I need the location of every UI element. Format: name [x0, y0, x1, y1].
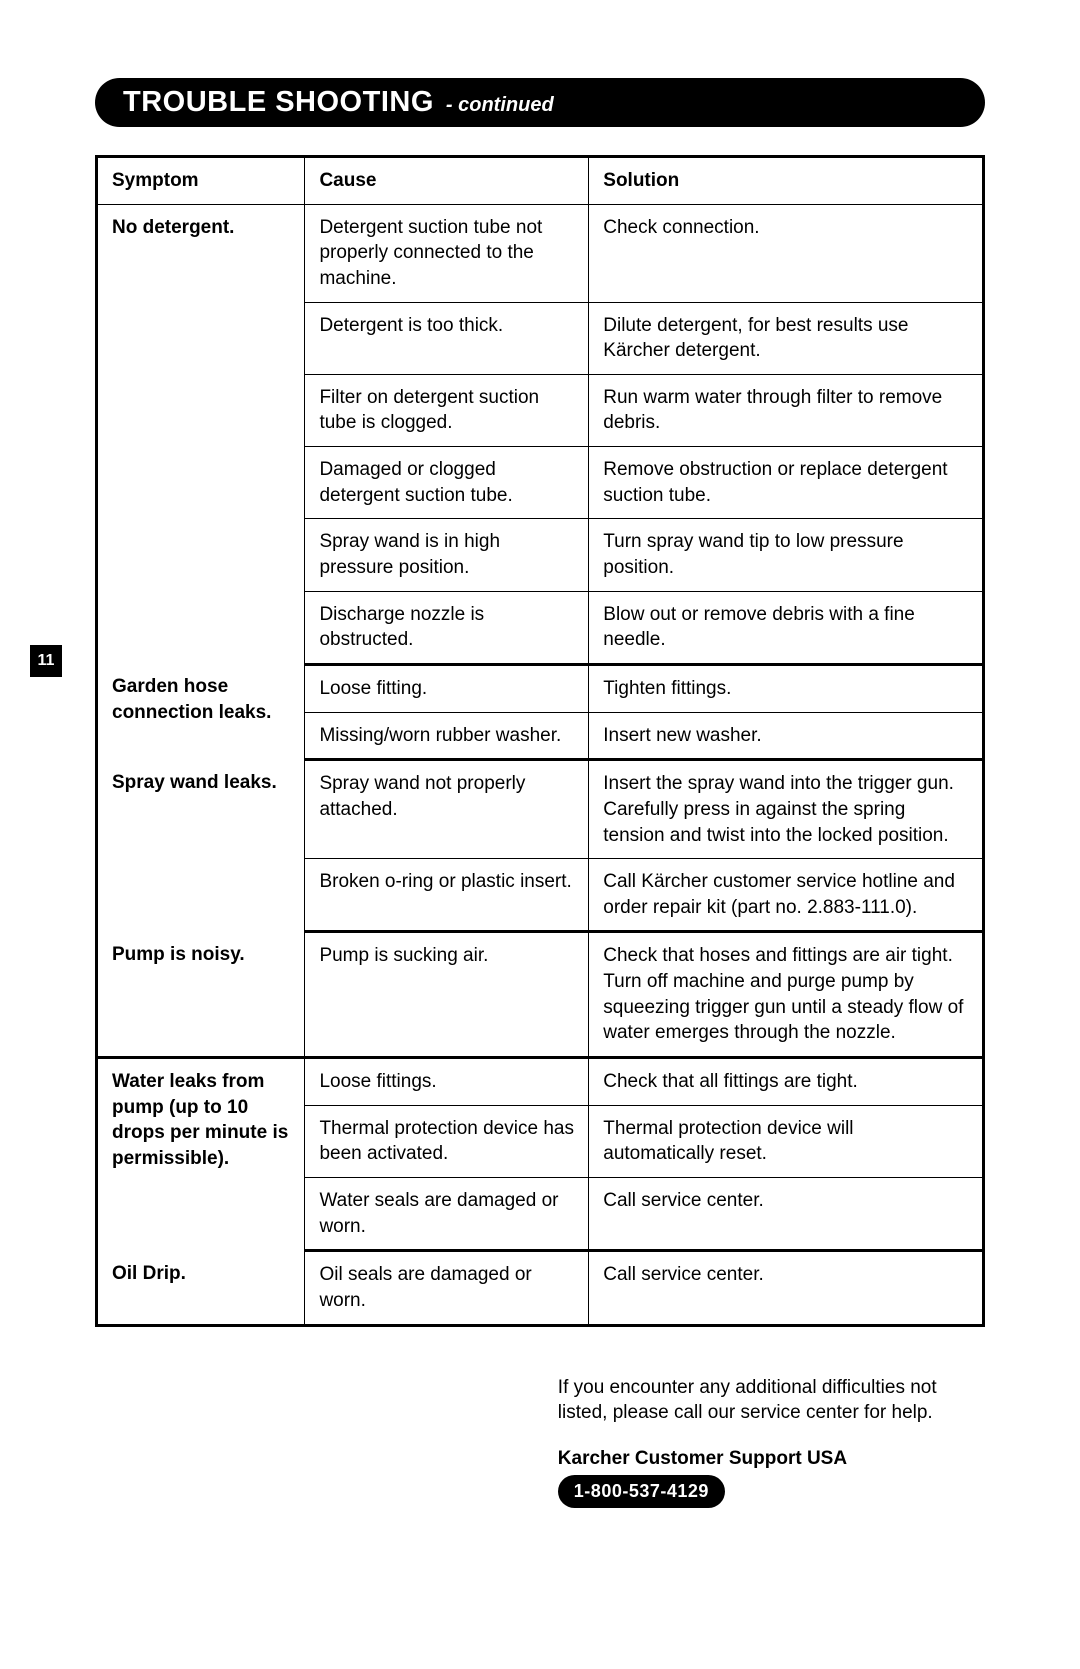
cause-cell: Discharge nozzle is obstructed. — [305, 591, 589, 664]
solution-cell: Insert the spray wand into the trigger g… — [589, 760, 984, 859]
symptom-cell: Pump is noisy. — [97, 932, 305, 1058]
cause-cell: Water seals are damaged or worn. — [305, 1177, 589, 1250]
table-row: Oil Drip.Oil seals are damaged or worn.C… — [97, 1251, 984, 1325]
cause-cell: Thermal protection device has been activ… — [305, 1105, 589, 1177]
solution-cell: Call Kärcher customer service hotline an… — [589, 859, 984, 932]
symptom-cell: No detergent. — [97, 204, 305, 664]
solution-cell: Run warm water through filter to remove … — [589, 374, 984, 446]
symptom-cell: Spray wand leaks. — [97, 760, 305, 932]
solution-cell: Tighten fittings. — [589, 664, 984, 712]
section-title-continued: - continued — [446, 94, 554, 117]
solution-cell: Check that all fittings are tight. — [589, 1058, 984, 1106]
support-phone: 1-800-537-4129 — [574, 1481, 709, 1501]
cause-cell: Spray wand is in high pressure position. — [305, 519, 589, 591]
cause-cell: Spray wand not properly attached. — [305, 760, 589, 859]
table-header-row: Symptom Cause Solution — [97, 157, 984, 205]
support-phone-pill: 1-800-537-4129 — [558, 1475, 725, 1507]
table-row: No detergent.Detergent suction tube not … — [97, 204, 984, 302]
col-header-cause: Cause — [305, 157, 589, 205]
cause-cell: Damaged or clogged detergent suction tub… — [305, 447, 589, 519]
page-number-tab: 11 — [30, 645, 62, 677]
cause-cell: Pump is sucking air. — [305, 932, 589, 1058]
cause-cell: Broken o-ring or plastic insert. — [305, 859, 589, 932]
troubleshooting-table: Symptom Cause Solution No detergent.Dete… — [95, 155, 985, 1327]
solution-cell: Turn spray wand tip to low pressure posi… — [589, 519, 984, 591]
solution-cell: Thermal protection device will automatic… — [589, 1105, 984, 1177]
solution-cell: Insert new washer. — [589, 712, 984, 760]
table-row: Spray wand leaks.Spray wand not properly… — [97, 760, 984, 859]
section-title: TROUBLE SHOOTING — [123, 86, 434, 119]
symptom-cell: Water leaks from pump (up to 10 drops pe… — [97, 1058, 305, 1251]
solution-cell: Check that hoses and fittings are air ti… — [589, 932, 984, 1058]
section-title-pill: TROUBLE SHOOTING - continued — [95, 78, 985, 127]
solution-cell: Call service center. — [589, 1251, 984, 1325]
col-header-symptom: Symptom — [97, 157, 305, 205]
table-row: Pump is noisy.Pump is sucking air.Check … — [97, 932, 984, 1058]
table-body: No detergent.Detergent suction tube not … — [97, 204, 984, 1325]
footer-support-label: Karcher Customer Support USA — [558, 1446, 985, 1472]
solution-cell: Remove obstruction or replace detergent … — [589, 447, 984, 519]
cause-cell: Filter on detergent suction tube is clog… — [305, 374, 589, 446]
cause-cell: Detergent is too thick. — [305, 302, 589, 374]
page-number: 11 — [38, 652, 55, 670]
cause-cell: Oil seals are damaged or worn. — [305, 1251, 589, 1325]
cause-cell: Detergent suction tube not properly conn… — [305, 204, 589, 302]
solution-cell: Call service center. — [589, 1177, 984, 1250]
solution-cell: Blow out or remove debris with a fine ne… — [589, 591, 984, 664]
cause-cell: Loose fittings. — [305, 1058, 589, 1106]
cause-cell: Missing/worn rubber washer. — [305, 712, 589, 760]
solution-cell: Check connection. — [589, 204, 984, 302]
footer-note: If you encounter any additional difficul… — [558, 1375, 985, 1426]
footer-block: If you encounter any additional difficul… — [558, 1375, 985, 1508]
symptom-cell: Garden hose connection leaks. — [97, 664, 305, 759]
col-header-solution: Solution — [589, 157, 984, 205]
cause-cell: Loose fitting. — [305, 664, 589, 712]
table-row: Water leaks from pump (up to 10 drops pe… — [97, 1058, 984, 1106]
table-row: Garden hose connection leaks.Loose fitti… — [97, 664, 984, 712]
symptom-cell: Oil Drip. — [97, 1251, 305, 1325]
page: 11 TROUBLE SHOOTING - continued Symptom … — [0, 0, 1080, 1669]
solution-cell: Dilute detergent, for best results use K… — [589, 302, 984, 374]
